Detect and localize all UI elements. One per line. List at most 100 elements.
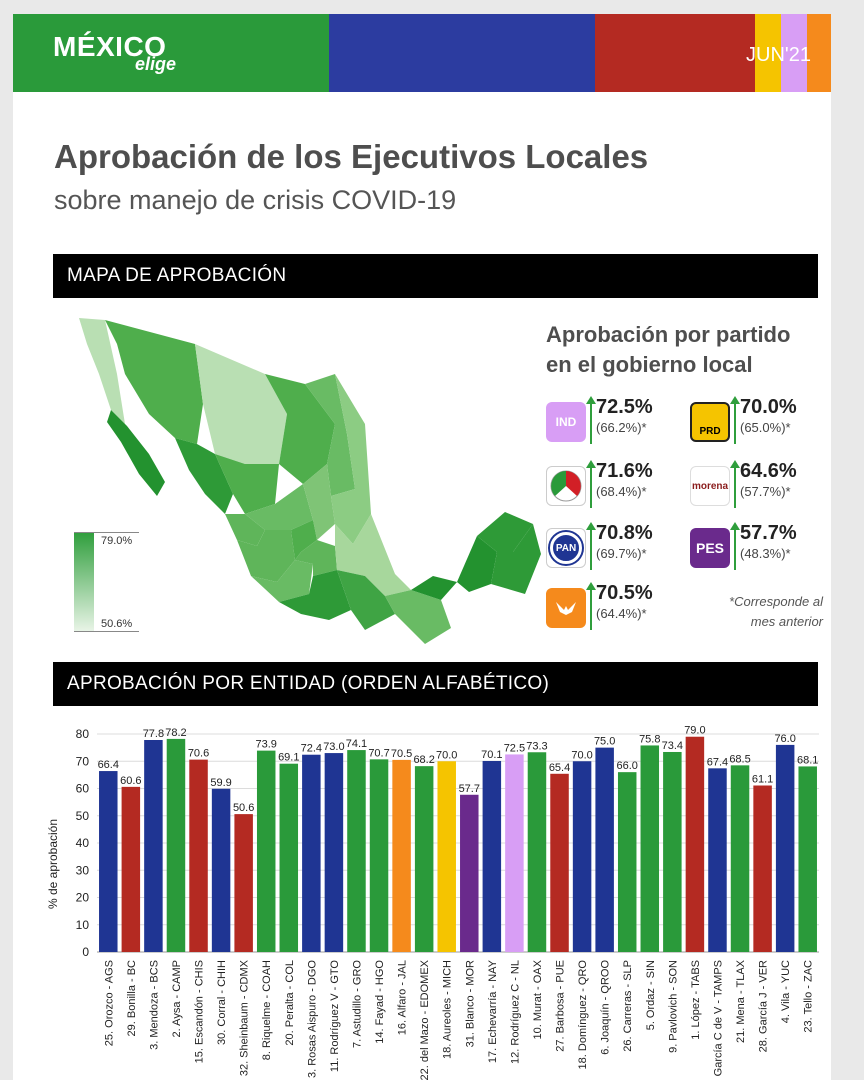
banner-blue <box>329 14 595 92</box>
bar <box>234 814 253 952</box>
party-prev-value: (65.0%)* <box>740 420 791 435</box>
bar-value-label: 66.4 <box>98 759 119 771</box>
bar <box>617 772 637 952</box>
party-ind: IND 72.5% (66.2%)* <box>546 396 676 456</box>
bar <box>550 773 569 952</box>
bar-value-label: 61.1 <box>752 774 773 786</box>
bar <box>144 739 163 952</box>
infographic-card: MÉXICO elige JUN'21 Aprobación de los Ej… <box>13 14 831 1080</box>
party-pan: PAN 70.8% (69.7%)* <box>546 522 676 582</box>
x-tick-label: García C de V - TAMPS <box>712 960 724 1076</box>
bar <box>256 750 276 952</box>
banner-orange <box>807 14 831 92</box>
ind-logo: IND <box>546 402 586 442</box>
bar <box>640 745 660 952</box>
map-region-coah <box>265 374 335 484</box>
x-tick-label: 30. Corral - CHIH <box>216 960 228 1045</box>
x-tick-label: 3. Mendoza - BCS <box>148 960 160 1050</box>
y-tick-label: 30 <box>76 863 90 877</box>
x-tick-label: 1. López - TABS <box>690 960 702 1040</box>
banner-yellow <box>755 14 781 92</box>
banner-lilac <box>781 14 807 92</box>
map-region-chih <box>195 344 287 464</box>
morena-logo: morena <box>690 466 730 506</box>
map-region-slp <box>303 464 335 540</box>
prd-logo-text: PRD <box>699 425 721 437</box>
mexico-approval-map <box>79 318 541 644</box>
page-title: Aprobación de los Ejecutivos Locales <box>54 138 649 175</box>
x-tick-label: 16. Alfaro - JAL <box>397 960 409 1035</box>
map-region-qroo <box>491 524 541 594</box>
x-tick-label: 2. Aysa - CAMP <box>171 960 183 1037</box>
section-header-map: MAPA DE APROBACIÓN <box>53 254 818 298</box>
bar-value-label: 57.7 <box>459 783 480 795</box>
x-tick-label: 26. Carreras - SLP <box>622 960 634 1052</box>
x-tick-label: 9. Pavlovich - SON <box>667 960 679 1053</box>
bar <box>798 766 817 952</box>
party-value: 70.8% <box>596 522 653 544</box>
bar <box>505 754 524 952</box>
map-region-nay <box>225 514 265 546</box>
map-region-camp <box>457 536 497 592</box>
x-tick-label: 14. Fayad - HGO <box>374 960 386 1044</box>
bar <box>708 768 727 952</box>
map-color-scale <box>74 532 94 632</box>
y-axis-label: % de aprobación <box>46 819 60 909</box>
bar-value-label: 73.9 <box>256 739 277 751</box>
up-arrow-icon <box>730 460 740 508</box>
bar-value-label: 70.1 <box>481 749 502 761</box>
map-region-gto <box>291 520 317 560</box>
bar-value-label: 76.0 <box>774 733 795 745</box>
x-tick-label: 8. Riquelme - COAH <box>261 960 273 1060</box>
chart-bars <box>99 736 817 952</box>
map-region-tab <box>411 576 457 600</box>
bar-value-label: 77.8 <box>143 728 164 740</box>
map-region-jal <box>237 530 295 582</box>
bar-value-label: 75.0 <box>594 736 615 748</box>
bar-value-label: 60.6 <box>120 775 141 787</box>
top-banner <box>13 14 831 92</box>
x-tick-label: 29. Bonilla - BC <box>126 960 138 1036</box>
bar-value-label: 75.8 <box>639 733 660 745</box>
map-region-mich <box>251 560 313 602</box>
banner-green <box>13 14 329 92</box>
map-region-son <box>105 320 203 444</box>
bar <box>369 759 389 952</box>
bar-value-label: 70.0 <box>571 749 592 761</box>
party-value: 57.7% <box>740 522 797 544</box>
bar <box>189 759 208 952</box>
party-panel-title: Aprobación por partido en el gobierno lo… <box>546 320 790 380</box>
section-header-chart: APROBACIÓN POR ENTIDAD (ORDEN ALFABÉTICO… <box>53 662 818 706</box>
x-tick-label: 12. Rodríguez C - NL <box>509 960 521 1064</box>
party-prev-value: (48.3%)* <box>740 546 791 561</box>
x-tick-label: 5. Ordaz - SIN <box>645 960 657 1030</box>
report-date: JUN'21 <box>746 44 811 66</box>
x-tick-label: 10. Murat - OAX <box>532 959 544 1039</box>
mc-logo <box>546 588 586 628</box>
party-value: 70.5% <box>596 582 653 604</box>
up-arrow-icon <box>586 396 596 444</box>
party-prev-value: (57.7%)* <box>740 484 791 499</box>
chart-labels: 0 10 20 30 40 50 60 70 80 66.4 25. Orozco - AGS 60.… <box>76 725 819 1080</box>
x-tick-label: 18. Domínguez - QRO <box>577 960 589 1070</box>
bar-value-label: 73.0 <box>323 741 344 753</box>
pan-logo-text: PAN <box>555 542 577 554</box>
bar-value-label: 70.5 <box>391 748 412 760</box>
map-region-tamps <box>331 374 371 544</box>
map-region-sin <box>175 438 233 514</box>
x-tick-label: 15. Escandón - CHIS <box>194 960 206 1063</box>
bar <box>324 753 344 952</box>
bar <box>572 761 592 952</box>
bar-value-label: 72.4 <box>301 743 322 755</box>
bar-value-label: 70.0 <box>436 749 457 761</box>
bar-value-label: 70.7 <box>368 747 389 759</box>
bar <box>775 744 795 952</box>
y-tick-label: 80 <box>76 727 90 741</box>
up-arrow-icon <box>586 522 596 570</box>
pan-emblem-icon: PAN <box>550 532 582 564</box>
banner-red <box>595 14 755 92</box>
x-tick-label: 31. Blanco - MOR <box>464 960 476 1047</box>
map-scale-min-label: 50.6% <box>101 618 133 630</box>
bar <box>166 738 186 952</box>
y-tick-label: 10 <box>76 918 90 932</box>
